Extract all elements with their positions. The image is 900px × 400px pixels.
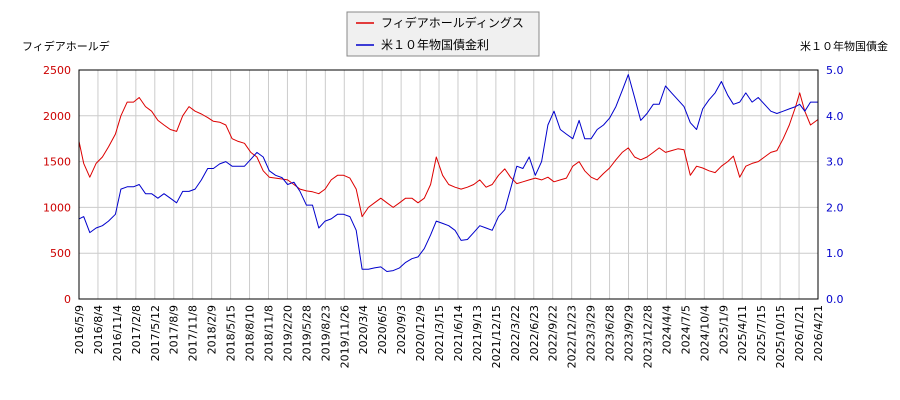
right-tick-label: 4.0 bbox=[826, 110, 844, 123]
x-tick-label: 2023/12/28 bbox=[641, 305, 654, 368]
x-tick-label: 2017/8/9 bbox=[168, 305, 181, 354]
legend-label-stock: フィデアホールディングス bbox=[381, 15, 524, 30]
x-tick-label: 2018/11/8 bbox=[262, 305, 275, 361]
right-axis-label: 米１０年物国債金 bbox=[800, 39, 888, 53]
grid bbox=[78, 69, 819, 300]
x-tick-label: 2023/3/29 bbox=[585, 305, 598, 361]
x-tick-label: 2022/6/23 bbox=[528, 305, 541, 361]
legend-label-bond: 米１０年物国債金利 bbox=[381, 37, 489, 52]
x-tick-label: 2020/12/9 bbox=[414, 305, 427, 361]
x-tick-label: 2017/2/8 bbox=[130, 305, 143, 354]
legend-box bbox=[346, 11, 540, 57]
x-tick-label: 2021/3/15 bbox=[433, 305, 446, 361]
left-tick-label: 0 bbox=[64, 293, 71, 306]
x-tick-label: 2016/8/4 bbox=[92, 305, 105, 354]
right-axis: 0.0 1.0 2.0 3.0 4.0 5.0 bbox=[826, 64, 844, 306]
x-tick-label: 2022/9/22 bbox=[547, 305, 560, 361]
plot-frame bbox=[78, 69, 819, 300]
x-axis: 2016/5/9 2016/8/4 2016/11/4 2017/2/8 2017/5/… bbox=[73, 305, 825, 368]
x-tick-label: 2017/5/12 bbox=[149, 305, 162, 361]
x-tick-label: 2025/10/15 bbox=[774, 305, 787, 368]
left-tick-label: 1000 bbox=[43, 201, 71, 214]
series-layer bbox=[78, 74, 819, 272]
x-tick-label: 2026/4/21 bbox=[812, 305, 825, 361]
x-tick-label: 2025/1/9 bbox=[717, 305, 730, 354]
x-tick-label: 2020/9/3 bbox=[395, 305, 408, 354]
x-tick-label: 2025/7/15 bbox=[755, 305, 768, 361]
x-tick-label: 2024/4/4 bbox=[660, 305, 673, 354]
left-axis: 0 500 1000 1500 2000 2500 bbox=[43, 64, 71, 306]
x-tick-label: 2019/11/26 bbox=[338, 305, 351, 368]
x-tick-label: 2019/5/28 bbox=[300, 305, 313, 361]
x-tick-label: 2018/8/10 bbox=[244, 305, 257, 361]
x-tick-label: 2018/2/9 bbox=[206, 305, 219, 354]
left-axis-label: フィデアホールデ bbox=[22, 39, 110, 53]
x-tick-label: 2023/9/29 bbox=[623, 305, 636, 361]
x-tick-label: 2017/11/8 bbox=[187, 305, 200, 361]
series-line-stock bbox=[78, 92, 819, 218]
right-tick-label: 0.0 bbox=[826, 293, 844, 306]
right-tick-label: 1.0 bbox=[826, 247, 844, 260]
left-tick-label: 500 bbox=[50, 247, 71, 260]
x-tick-label: 2024/10/4 bbox=[698, 305, 711, 361]
legend: フィデアホールディングス 米１０年物国債金利 bbox=[346, 11, 540, 57]
left-tick-label: 1500 bbox=[43, 156, 71, 169]
right-tick-label: 2.0 bbox=[826, 201, 844, 214]
right-tick-label: 3.0 bbox=[826, 156, 844, 169]
x-tick-label: 2025/4/11 bbox=[736, 305, 749, 361]
x-tick-label: 2016/5/9 bbox=[73, 305, 86, 354]
x-tick-label: 2018/5/15 bbox=[225, 305, 238, 361]
right-tick-label: 5.0 bbox=[826, 64, 844, 77]
x-tick-label: 2019/2/20 bbox=[281, 305, 294, 361]
x-tick-label: 2026/1/21 bbox=[793, 305, 806, 361]
x-tick-label: 2020/6/5 bbox=[376, 305, 389, 354]
left-tick-label: 2000 bbox=[43, 110, 71, 123]
x-tick-label: 2021/9/13 bbox=[471, 305, 484, 361]
x-tick-label: 2022/3/22 bbox=[509, 305, 522, 361]
x-tick-label: 2024/7/5 bbox=[679, 305, 692, 354]
x-tick-label: 2019/8/23 bbox=[319, 305, 332, 361]
x-tick-label: 2016/11/4 bbox=[111, 305, 124, 361]
x-tick-label: 2020/3/4 bbox=[357, 305, 370, 354]
x-tick-label: 2022/12/23 bbox=[566, 305, 579, 368]
x-tick-label: 2021/12/15 bbox=[490, 305, 503, 368]
x-tick-label: 2021/6/14 bbox=[452, 305, 465, 361]
series-line-bond bbox=[78, 74, 818, 272]
x-tick-label: 2023/6/28 bbox=[604, 305, 617, 361]
left-tick-label: 2500 bbox=[43, 64, 71, 77]
